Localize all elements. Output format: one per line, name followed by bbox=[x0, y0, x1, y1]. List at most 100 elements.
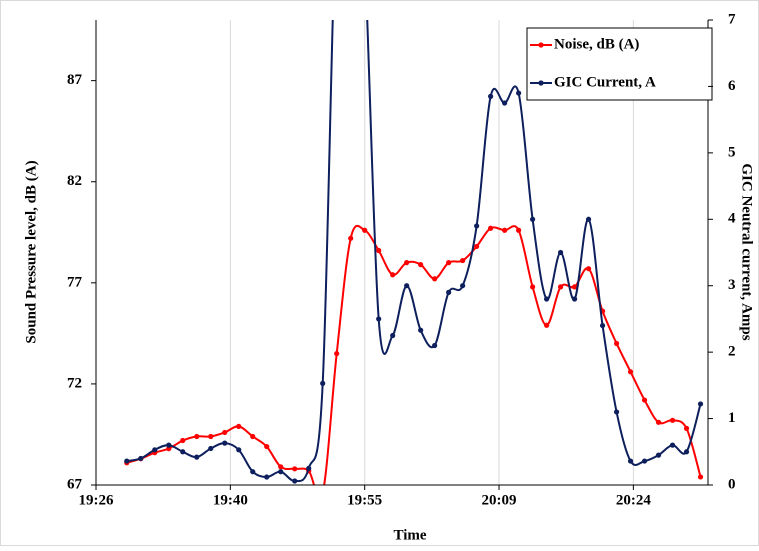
data-point bbox=[655, 419, 662, 425]
y-tick-label: 82 bbox=[67, 173, 82, 189]
data-point bbox=[376, 316, 382, 322]
x-tick-label: 19:26 bbox=[79, 492, 114, 508]
data-point bbox=[502, 227, 508, 233]
legend-label: GIC Current, A bbox=[554, 74, 656, 90]
data-point bbox=[669, 442, 676, 448]
data-point bbox=[655, 452, 662, 458]
data-point bbox=[264, 474, 270, 480]
data-point bbox=[320, 380, 326, 386]
data-point bbox=[194, 433, 200, 440]
x-tick-label: 20:24 bbox=[616, 492, 651, 508]
data-point bbox=[557, 284, 564, 290]
data-point bbox=[124, 458, 130, 464]
y2-tick-label: 1 bbox=[728, 410, 736, 426]
data-point bbox=[571, 284, 578, 290]
y2-axis-title: GIC Neutral current, Amps bbox=[739, 163, 755, 340]
data-point bbox=[180, 437, 186, 444]
data-point bbox=[250, 433, 256, 440]
data-point bbox=[292, 478, 298, 484]
y2-tick-label: 2 bbox=[728, 344, 736, 360]
data-point bbox=[194, 454, 200, 460]
data-point bbox=[516, 90, 522, 96]
data-point bbox=[683, 425, 690, 431]
data-point bbox=[278, 464, 284, 470]
data-point bbox=[446, 260, 452, 266]
x-tick-label: 19:55 bbox=[347, 492, 382, 508]
data-point bbox=[460, 283, 466, 289]
data-point bbox=[544, 322, 550, 328]
data-point bbox=[488, 93, 494, 99]
data-point bbox=[613, 409, 620, 415]
x-axis-title: Time bbox=[393, 527, 426, 543]
y2-tick-label: 6 bbox=[728, 78, 736, 94]
data-point bbox=[432, 342, 438, 349]
data-point bbox=[152, 447, 158, 453]
data-point bbox=[376, 247, 382, 254]
legend-marker bbox=[538, 80, 544, 86]
y-axis-title: Sound Pressure level, dB (A) bbox=[23, 160, 39, 343]
data-point bbox=[585, 216, 592, 222]
legend-box bbox=[526, 27, 713, 101]
data-point bbox=[683, 449, 690, 455]
y-tick-label: 77 bbox=[67, 274, 83, 290]
data-point bbox=[697, 401, 704, 407]
x-tick-label: 20:09 bbox=[482, 492, 517, 508]
data-point bbox=[348, 235, 354, 241]
y2-tick-label: 4 bbox=[728, 211, 736, 227]
data-point bbox=[516, 227, 522, 233]
data-point bbox=[404, 260, 410, 266]
data-point bbox=[236, 447, 242, 453]
data-point bbox=[362, 227, 368, 233]
data-point bbox=[432, 276, 438, 282]
data-point bbox=[530, 216, 536, 222]
legend-label: Noise, dB (A) bbox=[554, 36, 639, 52]
data-point bbox=[544, 296, 550, 302]
y-tick-label: 67 bbox=[67, 476, 83, 492]
data-point bbox=[264, 443, 270, 450]
data-point bbox=[292, 466, 298, 472]
data-point bbox=[222, 440, 228, 446]
y2-tick-label: 3 bbox=[728, 277, 736, 293]
data-point bbox=[613, 340, 620, 347]
y-tick-label: 87 bbox=[67, 72, 83, 88]
data-point bbox=[502, 100, 508, 106]
legend: Noise, dB (A) GIC Current, A bbox=[526, 27, 713, 101]
data-point bbox=[669, 417, 676, 423]
x-tick-label: 19:40 bbox=[213, 492, 248, 508]
data-point bbox=[557, 249, 564, 256]
data-point bbox=[446, 289, 452, 295]
legend-marker bbox=[538, 42, 544, 48]
y2-tick-label: 0 bbox=[728, 476, 736, 492]
data-point bbox=[278, 469, 284, 475]
data-point bbox=[418, 262, 424, 268]
y-tick-label: 72 bbox=[67, 375, 82, 391]
data-point bbox=[390, 332, 396, 339]
data-point bbox=[474, 223, 480, 229]
data-point bbox=[641, 397, 648, 403]
y2-tick-label: 7 bbox=[728, 11, 736, 27]
data-point bbox=[236, 423, 242, 429]
data-point bbox=[334, 350, 340, 357]
y2-tick-label: 5 bbox=[728, 144, 736, 160]
data-point bbox=[306, 465, 312, 471]
data-point bbox=[571, 296, 578, 302]
data-point bbox=[697, 474, 704, 480]
data-point bbox=[208, 433, 214, 440]
data-point bbox=[641, 458, 648, 464]
data-point bbox=[180, 449, 186, 455]
plot-area bbox=[124, 20, 704, 485]
data-point bbox=[488, 225, 494, 231]
data-point bbox=[599, 322, 606, 329]
data-point bbox=[250, 469, 256, 475]
data-point bbox=[208, 445, 214, 452]
data-point bbox=[404, 283, 410, 289]
data-point bbox=[627, 369, 634, 375]
data-point bbox=[418, 327, 424, 333]
data-point bbox=[627, 458, 634, 464]
data-point bbox=[138, 455, 144, 462]
data-point bbox=[530, 284, 536, 290]
data-point bbox=[222, 429, 228, 436]
data-point bbox=[460, 257, 466, 264]
data-point bbox=[585, 266, 592, 272]
